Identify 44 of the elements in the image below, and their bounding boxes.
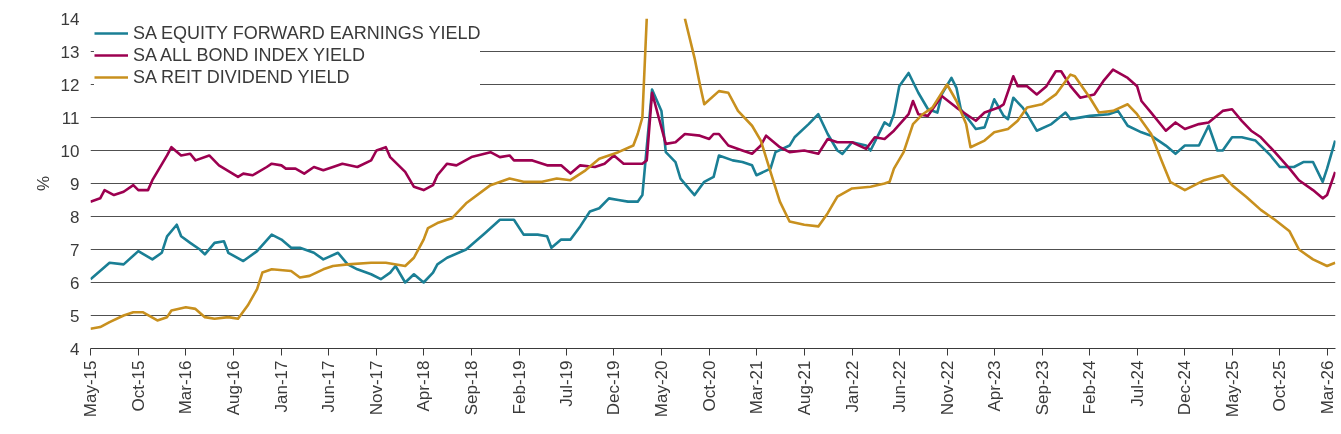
y-tick-label: 8 bbox=[70, 207, 80, 227]
x-tick-label: Jun-22 bbox=[889, 360, 909, 413]
y-tick-label: 4 bbox=[70, 339, 80, 359]
y-tick-label: 7 bbox=[70, 240, 80, 260]
x-tick-label: Aug-21 bbox=[794, 360, 814, 416]
y-tick-label: 10 bbox=[60, 141, 80, 161]
legend-label: SA REIT DIVIDEND YIELD bbox=[133, 66, 350, 88]
x-tick-label: Dec-24 bbox=[1175, 360, 1195, 416]
y-tick-label: 5 bbox=[70, 306, 80, 326]
x-tick-label: May-20 bbox=[651, 360, 671, 418]
line-series bbox=[90, 71, 1336, 284]
x-tick-label: Oct-20 bbox=[699, 360, 719, 412]
x-tick-label: May-15 bbox=[81, 360, 100, 418]
y-tick-label: 11 bbox=[61, 108, 80, 128]
x-tick-label: Oct-15 bbox=[128, 360, 148, 412]
x-tick-label: Jan-22 bbox=[842, 360, 862, 413]
x-tick-label: Apr-18 bbox=[414, 360, 434, 412]
x-tick-label: Jul-19 bbox=[556, 360, 576, 407]
x-tick-label: Aug-16 bbox=[224, 360, 244, 416]
x-tick-label: Apr-23 bbox=[984, 360, 1004, 412]
legend-label: SA ALL BOND INDEX YIELD bbox=[133, 44, 366, 66]
x-tick-label: Mar-26 bbox=[1317, 360, 1337, 415]
y-tick-label: 12 bbox=[60, 75, 80, 95]
x-tick-label: Jul-24 bbox=[1127, 360, 1147, 407]
x-tick-label: Nov-22 bbox=[937, 360, 957, 416]
x-tick-label: May-25 bbox=[1222, 360, 1242, 418]
x-tick-label: Jun-17 bbox=[319, 360, 339, 413]
y-axis-title: % bbox=[33, 175, 53, 192]
y-tick-label: 14 bbox=[60, 9, 80, 29]
x-tick-label: Oct-25 bbox=[1270, 360, 1290, 412]
legend-label: SA EQUITY FORWARD EARNINGS YIELD bbox=[133, 22, 481, 44]
y-tick-label: 9 bbox=[70, 174, 80, 194]
x-tick-label: Sep-18 bbox=[461, 360, 481, 416]
x-tick-label: Jan-17 bbox=[271, 360, 291, 413]
x-tick-label: Feb-24 bbox=[1080, 360, 1100, 415]
x-tick-label: Mar-21 bbox=[746, 360, 766, 415]
x-tick-label: Dec-19 bbox=[604, 360, 624, 416]
x-tick-label: Feb-19 bbox=[509, 360, 529, 415]
x-tick-label: Sep-23 bbox=[1032, 360, 1052, 416]
x-tick-label: Nov-17 bbox=[366, 360, 386, 416]
y-tick-label: 13 bbox=[60, 42, 80, 62]
x-tick-label: Mar-16 bbox=[176, 360, 196, 415]
y-tick-label: 6 bbox=[70, 273, 80, 293]
line-series bbox=[90, 68, 1336, 203]
